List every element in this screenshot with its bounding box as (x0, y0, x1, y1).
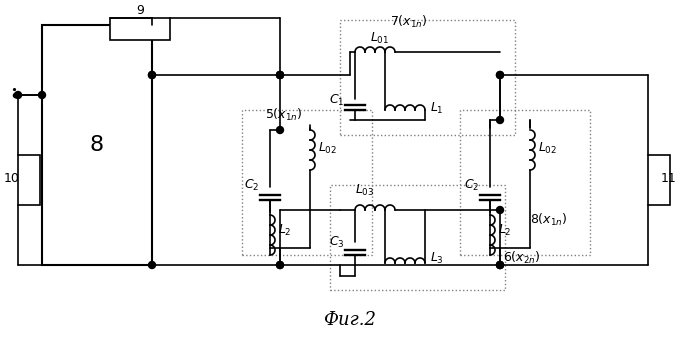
Text: $C_3$: $C_3$ (329, 235, 345, 249)
Text: $L_2$: $L_2$ (278, 223, 292, 238)
Circle shape (276, 72, 284, 78)
Text: $C_2$: $C_2$ (244, 178, 260, 193)
Text: $6(x_{2n})$: $6(x_{2n})$ (503, 250, 540, 266)
Bar (110, 18, 170, 40)
Bar (242, 110, 372, 255)
Text: $7(x_{1n})$: $7(x_{1n})$ (390, 14, 428, 30)
Circle shape (148, 72, 155, 78)
Text: $L_{02}$: $L_{02}$ (318, 140, 337, 155)
Bar (648, 155, 670, 205)
Text: $5(x_{1n})$: $5(x_{1n})$ (265, 107, 302, 123)
Text: 11: 11 (661, 172, 677, 184)
Bar (330, 185, 505, 290)
Circle shape (496, 206, 503, 214)
Circle shape (276, 127, 284, 133)
Circle shape (496, 261, 503, 269)
Circle shape (496, 261, 503, 269)
Text: $L_{02}$: $L_{02}$ (538, 140, 557, 155)
Circle shape (148, 261, 155, 269)
Circle shape (276, 72, 284, 78)
Circle shape (15, 92, 22, 98)
Text: $C_2$: $C_2$ (464, 178, 480, 193)
Circle shape (38, 92, 46, 98)
Bar (42, 25, 152, 265)
Circle shape (496, 72, 503, 78)
Circle shape (496, 117, 503, 123)
Text: $L_{03}$: $L_{03}$ (355, 182, 374, 197)
Circle shape (496, 261, 503, 269)
Text: 8: 8 (90, 135, 104, 155)
Text: 9: 9 (136, 3, 144, 17)
Circle shape (496, 72, 503, 78)
Bar (460, 110, 590, 255)
Bar (340, 20, 515, 135)
Text: $L_3$: $L_3$ (430, 250, 444, 266)
Text: $C_1$: $C_1$ (329, 93, 344, 108)
Text: $L_2$: $L_2$ (498, 223, 512, 238)
Text: 10: 10 (4, 172, 20, 184)
Text: $L_1$: $L_1$ (430, 100, 444, 116)
Text: $8(x_{1n})$: $8(x_{1n})$ (530, 212, 568, 228)
Circle shape (148, 72, 155, 78)
Circle shape (276, 72, 284, 78)
Circle shape (276, 261, 284, 269)
Text: Фиг.2: Фиг.2 (323, 311, 377, 329)
Bar (18, 155, 40, 205)
Circle shape (276, 261, 284, 269)
Text: $L_{01}$: $L_{01}$ (370, 31, 389, 45)
Text: $\bullet$: $\bullet$ (10, 84, 17, 94)
